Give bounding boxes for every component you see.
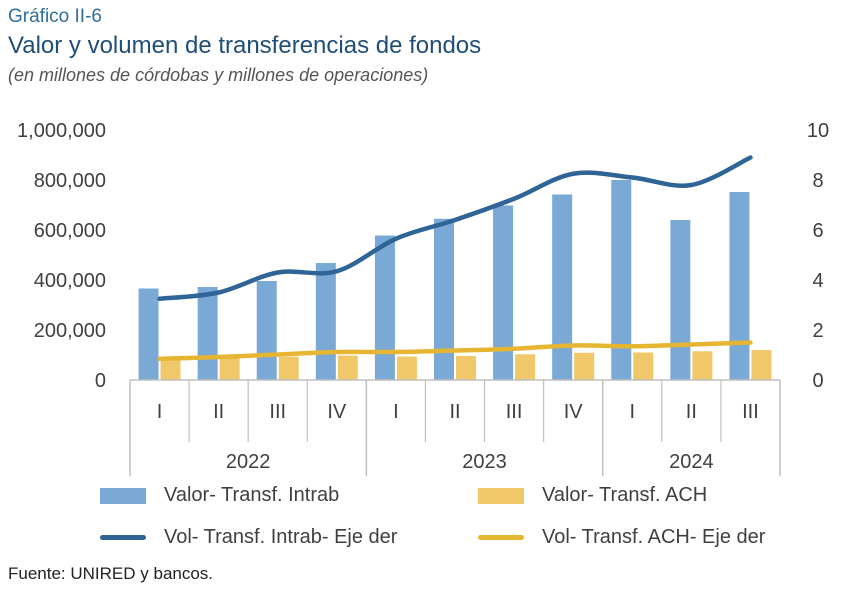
right-axis-tick-label: 2	[812, 320, 823, 342]
left-axis-tick-label: 600,000	[34, 220, 106, 242]
legend-item-intrab-bar: Valor- Transf. Intrab	[100, 484, 339, 507]
x-group-label: 2023	[462, 451, 507, 473]
x-tick-label: II	[449, 401, 460, 423]
bar-ach	[278, 356, 299, 380]
bar-ach	[515, 354, 536, 380]
x-group-label: 2022	[226, 451, 271, 473]
bar-intrab	[434, 218, 454, 380]
bar-intrab	[256, 281, 277, 380]
legend-swatch-intrab-line	[100, 535, 146, 540]
chart-header: Gráfico II-6 Valor y volumen de transfer…	[8, 4, 481, 88]
legend-swatch-ach-bar	[478, 487, 524, 504]
right-axis-tick-label: 8	[812, 170, 823, 192]
left-axis-tick-label: 800,000	[34, 170, 106, 192]
bar-intrab	[670, 220, 691, 380]
bar-intrab	[493, 205, 514, 380]
x-group-label: 2024	[669, 451, 714, 473]
legend-item-intrab-line: Vol- Transf. Intrab- Eje der	[100, 526, 397, 549]
legend-label-ach-line: Vol- Transf. ACH- Eje der	[542, 526, 766, 548]
chart-subtitle: (en millones de córdobas y millones de o…	[8, 65, 429, 85]
bar-intrab	[197, 287, 218, 380]
left-axis-tick-label: 400,000	[34, 270, 106, 292]
x-tick-label: II	[686, 401, 697, 423]
bar-ach	[574, 352, 595, 380]
legend-label-intrab-bar: Valor- Transf. Intrab	[164, 484, 340, 506]
bar-intrab	[138, 288, 159, 380]
bar-ach	[751, 350, 772, 380]
right-axis-tick-label: 0	[812, 370, 823, 392]
left-axis-tick-label: 0	[95, 370, 106, 392]
bar-ach	[396, 356, 417, 380]
x-tick-label: I	[393, 401, 399, 423]
bar-intrab	[374, 235, 395, 380]
right-axis-tick-label: 10	[807, 120, 829, 142]
chart-title: Valor y volumen de transferencias de fon…	[8, 32, 482, 59]
line-vol-ach	[157, 340, 753, 361]
x-tick-label: I	[157, 401, 163, 423]
chart-canvas: 0 200,000 400,000 600,000 800,000 1,000,000 0 2…	[17, 120, 829, 476]
bar-ach	[633, 352, 654, 380]
x-tick-label: I	[629, 401, 635, 423]
line-vol-intrab	[157, 155, 753, 301]
bar-intrab	[611, 180, 632, 380]
x-tick-label: IV	[564, 401, 584, 423]
legend-item-ach-line: Vol- Transf. ACH- Eje der	[478, 526, 765, 549]
x-tick-label: III	[506, 401, 523, 423]
legend-label-intrab-line: Vol- Transf. Intrab- Eje der	[164, 526, 398, 548]
right-axis-tick-label: 6	[812, 220, 823, 242]
x-tick-label: III	[742, 401, 759, 423]
legend-swatch-intrab-bar	[100, 487, 146, 504]
right-axis-tick-label: 4	[812, 270, 823, 292]
source-note: Fuente: UNIRED y bancos.	[8, 564, 214, 583]
bar-ach	[160, 358, 181, 380]
bar-intrab	[729, 192, 750, 380]
bar-ach	[219, 357, 240, 380]
legend-item-ach-bar: Valor- Transf. ACH	[478, 484, 707, 507]
left-axis-tick-label: 1,000,000	[17, 120, 106, 142]
bar-intrab	[315, 263, 336, 380]
bar-ach	[692, 351, 713, 380]
left-axis-tick-label: 200,000	[34, 320, 106, 342]
x-tick-label: III	[269, 401, 286, 423]
figure-label: Gráfico II-6	[8, 6, 102, 27]
legend-swatch-ach-line	[478, 535, 524, 540]
x-tick-label: IV	[327, 401, 347, 423]
x-tick-label: II	[213, 401, 224, 423]
bar-intrab	[552, 194, 573, 380]
bar-ach	[456, 356, 476, 380]
legend-label-ach-bar: Valor- Transf. ACH	[542, 484, 708, 506]
bar-ach	[337, 355, 358, 380]
